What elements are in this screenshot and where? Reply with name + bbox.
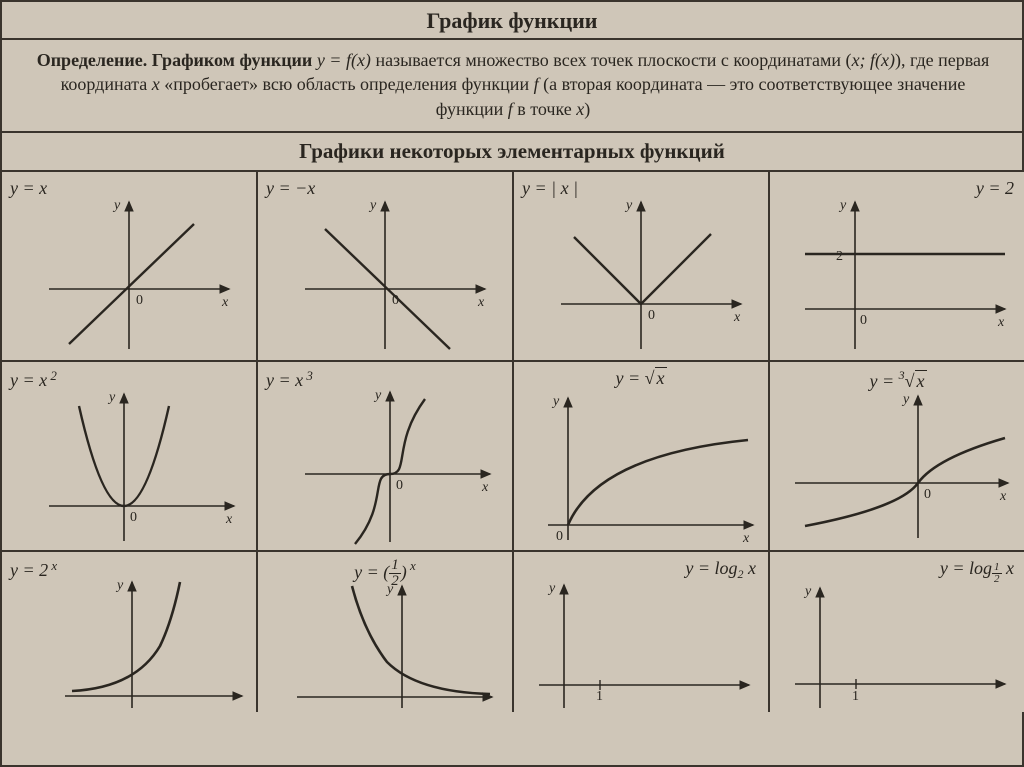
svg-text:x: x [221, 295, 229, 310]
svg-text:1: 1 [596, 689, 603, 704]
svg-text:0: 0 [396, 478, 403, 493]
svg-text:0: 0 [130, 510, 137, 525]
graph-log2: y 1 [534, 580, 759, 710]
cell-y-eq-cuberootx: y = 3√x 0 x y [770, 362, 1024, 552]
svg-text:0: 0 [924, 487, 931, 502]
graph-line135: 0 x y [300, 194, 500, 354]
graph-grid: y = x 0 x y y = −x [2, 172, 1022, 712]
definition-rest3: «пробегает» всю область определения функ… [160, 74, 534, 94]
svg-text:1: 1 [852, 689, 859, 704]
svg-text:0: 0 [136, 293, 143, 308]
graph-sqrt: 0 x y [538, 390, 763, 548]
graph-line45: 0 x y [44, 194, 244, 354]
svg-text:y: y [385, 582, 394, 597]
definition-lead: Определение. Графиком функции [37, 50, 313, 70]
cell-y-eq-2powx: y = 2 x y [2, 552, 258, 712]
svg-text:y: y [368, 198, 377, 213]
graph-cubic: 0 x y [300, 384, 500, 546]
cell-y-eq-x2: y = x 2 0 x y [2, 362, 258, 552]
svg-text:y: y [547, 581, 556, 596]
svg-text:0: 0 [648, 308, 655, 323]
svg-text:x: x [733, 310, 741, 325]
cell-y-eq-2: y = 2 0 x y 2 [770, 172, 1024, 362]
graph-absx: 0 x y [556, 194, 756, 354]
cell-y-eq-x: y = x 0 x y [2, 172, 258, 362]
definition-rest1: называется множество всех точек плоскост… [371, 50, 852, 70]
definition-coords: x; f(x) [852, 50, 895, 70]
formula-label: y = x [10, 178, 47, 199]
graph-parabola: 0 x y [44, 386, 244, 546]
page-title: График функции [2, 2, 1022, 40]
graph-loghalf: y 1 [790, 584, 1015, 710]
formula-label: y = √x [514, 368, 768, 389]
page: График функции Определение. Графиком фун… [0, 0, 1024, 767]
graph-exp2: y [60, 576, 250, 711]
svg-text:y: y [551, 394, 560, 409]
svg-text:y: y [112, 198, 121, 213]
formula-label: y = log2 x [685, 558, 756, 582]
svg-text:y: y [838, 198, 847, 213]
definition-varx: x [152, 74, 160, 94]
formula-label: y = 2 x [10, 558, 57, 581]
definition-rest6: ) [584, 99, 590, 119]
svg-text:y: y [803, 584, 812, 599]
svg-text:x: x [225, 512, 233, 527]
svg-text:y: y [624, 198, 633, 213]
cell-y-eq-absx: y = | x | 0 x y [514, 172, 770, 362]
graph-const2: 0 x y 2 [800, 194, 1015, 354]
cell-y-eq-negx: y = −x 0 x y [258, 172, 514, 362]
cell-y-eq-sqrtx: y = √x 0 x y [514, 362, 770, 552]
svg-text:x: x [999, 489, 1007, 504]
definition-rest5: в точке [513, 99, 577, 119]
svg-text:y: y [901, 392, 910, 407]
graph-cuberoot: 0 x y [790, 388, 1015, 546]
cell-y-eq-loghalfx: y = log12 x y 1 [770, 552, 1024, 712]
svg-text:x: x [477, 295, 485, 310]
cell-y-eq-x3: y = x 3 0 x y [258, 362, 514, 552]
svg-text:y: y [115, 578, 124, 593]
graph-exphalf: y [292, 582, 502, 710]
svg-text:y: y [107, 390, 116, 405]
svg-text:2: 2 [836, 249, 843, 264]
formula-label: y = log12 x [940, 558, 1014, 585]
svg-text:x: x [997, 315, 1005, 330]
svg-text:x: x [481, 480, 489, 495]
subtitle: Графики некоторых элементарных функций [2, 133, 1022, 172]
definition-text: Определение. Графиком функции y = f(x) н… [2, 40, 1022, 133]
cell-y-eq-log2x: y = log2 x y 1 [514, 552, 770, 712]
svg-text:0: 0 [556, 529, 563, 544]
svg-text:y: y [373, 388, 382, 403]
svg-text:0: 0 [860, 313, 867, 328]
cell-y-eq-halfpowx: y = (12) x y [258, 552, 514, 712]
svg-text:x: x [742, 531, 750, 546]
definition-eq: y = f(x) [317, 50, 371, 70]
